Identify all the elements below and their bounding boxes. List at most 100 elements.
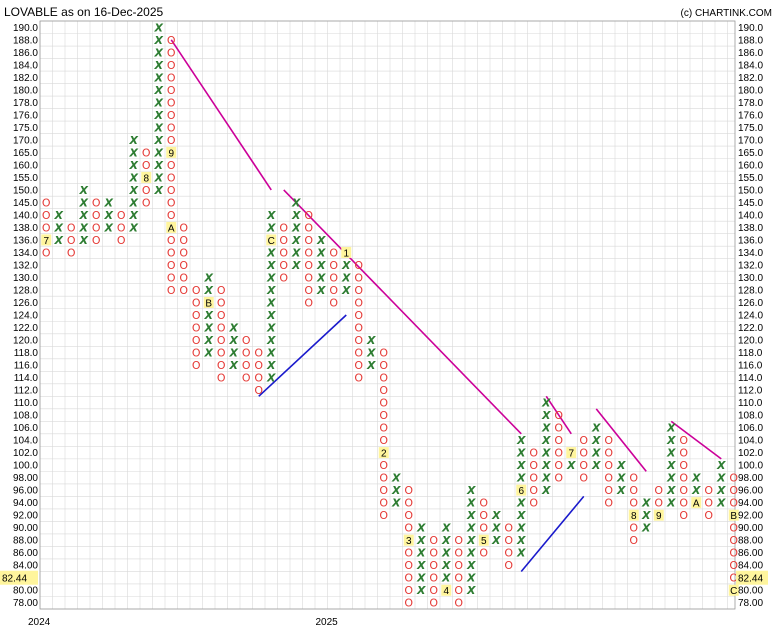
o-box: O [179,246,188,259]
x-box: X [666,472,676,485]
y-tick-label-left: 186.0 [13,48,38,59]
month-marker: 3 [406,536,412,547]
o-box: O [92,234,101,247]
x-box: X [129,221,139,234]
marks: O7OOOXXXOOOXXXXXOOOOXXXOOOXXXXXXXXOO8OOX… [41,21,739,610]
o-box: O [167,234,176,247]
o-box: O [379,434,388,447]
x-box: X [266,296,276,309]
month-marker-bg [478,534,489,546]
y-tick-label-left: 128.0 [13,285,38,296]
x-box: X [266,322,276,335]
x-box: X [416,584,426,597]
chart-credit: (c) CHARTINK.COM [681,8,772,19]
o-box: O [629,497,638,510]
o-box: O [354,347,363,360]
month-marker: 8 [631,511,637,522]
x-box: X [154,96,164,109]
o-box: O [304,296,313,309]
x-box: X [491,509,501,522]
x-box: X [129,209,139,222]
y-tick-label-right: 145.0 [738,198,763,209]
y-tick-label-left: 176.0 [13,110,38,121]
y-tick-label-left: 130.0 [13,273,38,284]
month-marker: 5 [481,536,487,547]
x-box: X [154,171,164,184]
o-box: O [429,547,438,560]
last-price-badge-left: 82.44 [0,570,38,585]
o-box: O [192,359,201,372]
x-box: X [541,422,551,435]
x-box: X [129,171,139,184]
o-box: O [729,484,738,497]
x-box: X [541,459,551,472]
o-box: O [167,209,176,222]
x-box: X [541,447,551,460]
x-box: X [666,434,676,447]
y-tick-label-right: 102.0 [738,448,763,459]
month-marker-bg [203,296,214,308]
x-box: X [616,484,626,497]
x-box: X [641,497,651,510]
o-box: O [192,309,201,322]
x-box: X [154,46,164,59]
o-box: O [379,409,388,422]
last-price-badge-bg [736,570,768,585]
o-box: O [529,497,538,510]
y-tick-label-left: 86.00 [13,548,38,559]
y-tick-label-left: 165.0 [13,148,38,159]
o-box: O [167,271,176,284]
y-tick-label-left: 136.0 [13,235,38,246]
x-box: X [466,509,476,522]
y-tick-label-left: 106.0 [13,423,38,434]
downtrend-line [170,39,272,191]
x-box: X [266,372,276,385]
y-tick-label-left: 88.00 [13,536,38,547]
y-tick-label-left: 140.0 [13,210,38,221]
o-box: O [304,271,313,284]
x-box: X [691,472,701,485]
x-box: X [516,459,526,472]
o-box: O [629,534,638,547]
x-box: X [666,459,676,472]
o-box: O [529,484,538,497]
o-box: O [354,259,363,272]
o-box: O [729,522,738,535]
x-box: X [691,484,701,497]
last-price-badge-bg [0,570,38,585]
y-tick-label-right: 110.0 [738,398,763,409]
o-box: O [429,572,438,585]
downtrend-line [283,189,522,435]
o-box: O [254,372,263,385]
y-tick-label-left: 132.0 [13,260,38,271]
y-tick-label-right: 78.00 [738,598,763,609]
o-box: O [279,234,288,247]
y-tick-label-left: 150.0 [13,185,38,196]
x-box: X [104,196,114,209]
plot-frame [39,20,736,610]
o-box: O [429,597,438,610]
o-box: O [67,221,76,234]
y-tick-label-right: 100.0 [738,461,763,472]
x-box: X [291,209,301,222]
y-tick-label-left: 100.0 [13,461,38,472]
o-box: O [92,209,101,222]
o-box: O [279,246,288,259]
o-box: O [654,497,663,510]
x-box: X [441,559,451,572]
o-box: O [729,497,738,510]
o-box: O [604,434,613,447]
month-marker: 6 [518,486,524,497]
x-box: X [466,534,476,547]
y-tick-label-right: 118.0 [738,348,763,359]
o-box: O [629,522,638,535]
x-box: X [79,196,89,209]
x-box: X [229,334,239,347]
x-box: X [441,522,451,535]
y-tick-label-right: 98.00 [738,473,763,484]
month-marker: 7 [43,236,49,247]
x-box: X [466,584,476,597]
o-box: O [167,84,176,97]
o-box: O [504,559,513,572]
month-marker: A [168,223,175,234]
